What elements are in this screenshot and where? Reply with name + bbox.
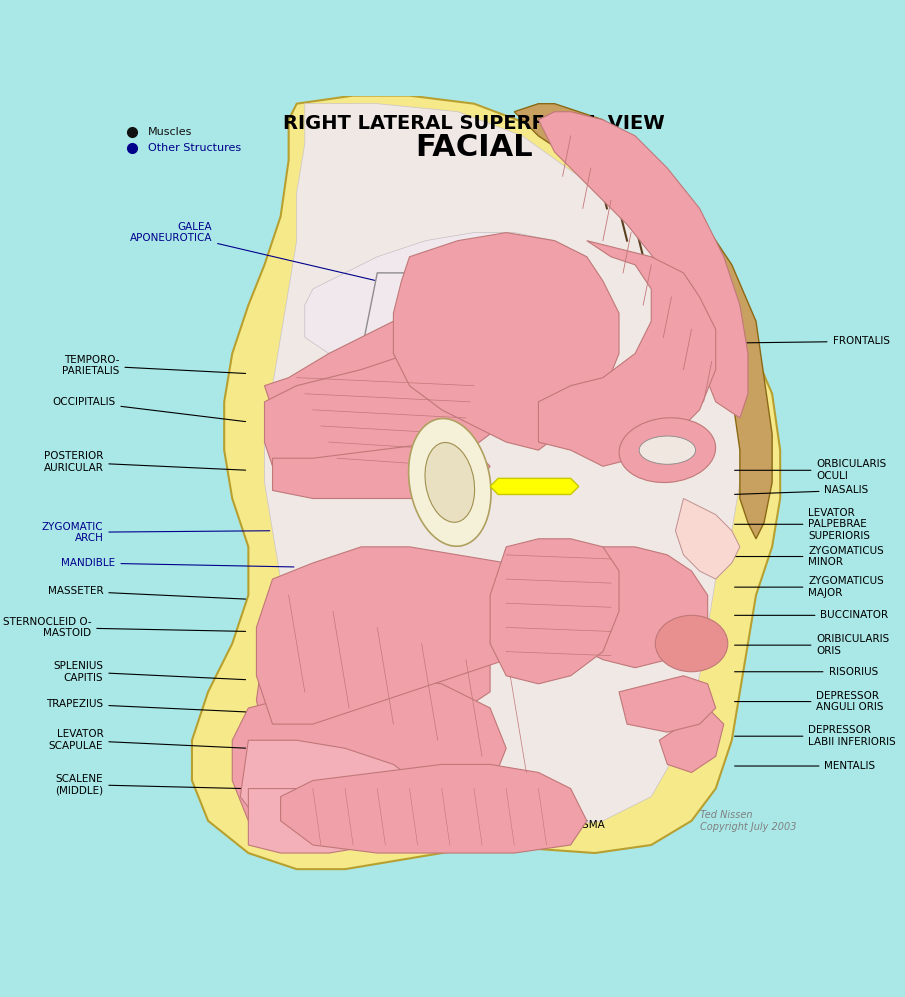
Text: FACIAL: FACIAL: [415, 133, 533, 162]
Text: POSTERIOR
AURICULAR: POSTERIOR AURICULAR: [43, 452, 245, 473]
Text: ZYGOMATICUS
MINOR: ZYGOMATICUS MINOR: [735, 545, 884, 567]
Polygon shape: [305, 232, 586, 354]
Ellipse shape: [619, 418, 716, 483]
Text: SCALENE
(MIDDLE): SCALENE (MIDDLE): [55, 774, 242, 796]
Text: LEVATOR
SCAPULAE: LEVATOR SCAPULAE: [49, 730, 245, 751]
Polygon shape: [248, 104, 740, 836]
Text: ZYGOMATICUS
MAJOR: ZYGOMATICUS MAJOR: [735, 576, 884, 598]
Text: Muscles: Muscles: [148, 127, 192, 137]
Polygon shape: [514, 104, 772, 538]
Text: GALEA
APONEUROTICA: GALEA APONEUROTICA: [129, 221, 375, 280]
Ellipse shape: [655, 615, 728, 672]
Polygon shape: [192, 96, 780, 869]
Text: Other Structures: Other Structures: [148, 143, 241, 153]
Polygon shape: [248, 789, 377, 853]
Polygon shape: [281, 765, 586, 853]
Polygon shape: [491, 479, 578, 495]
Polygon shape: [256, 546, 555, 724]
Polygon shape: [538, 112, 748, 418]
Ellipse shape: [408, 419, 491, 546]
Text: OCCIPITALIS: OCCIPITALIS: [52, 397, 245, 422]
Text: BUCCINATOR: BUCCINATOR: [735, 610, 889, 620]
Polygon shape: [272, 442, 491, 498]
Polygon shape: [241, 740, 425, 829]
Polygon shape: [491, 538, 619, 684]
Text: TEMPORO-
PARIETALIS: TEMPORO- PARIETALIS: [62, 355, 245, 376]
Ellipse shape: [425, 443, 474, 522]
Text: STERNOCLEID O-
MASTOID: STERNOCLEID O- MASTOID: [3, 616, 245, 638]
Text: NASALIS: NASALIS: [735, 486, 869, 496]
Polygon shape: [256, 611, 491, 749]
Text: ORIBICULARIS
ORIS: ORIBICULARIS ORIS: [735, 634, 890, 656]
Polygon shape: [264, 354, 506, 483]
Text: PLATYSMA: PLATYSMA: [525, 818, 605, 830]
Polygon shape: [264, 305, 491, 410]
Text: MANDIBLE: MANDIBLE: [62, 558, 294, 568]
Text: MASSETER: MASSETER: [48, 586, 245, 599]
Text: LEVATOR
PALPEBRAE
SUPERIORIS: LEVATOR PALPEBRAE SUPERIORIS: [735, 507, 871, 541]
Text: TRAPEZIUS: TRAPEZIUS: [46, 699, 245, 712]
Text: DEPRESSOR
ANGULI ORIS: DEPRESSOR ANGULI ORIS: [735, 691, 884, 712]
Text: ZYGOMATIC
ARCH: ZYGOMATIC ARCH: [42, 521, 270, 543]
Ellipse shape: [639, 436, 696, 465]
Text: ORBICULARIS
OCULI: ORBICULARIS OCULI: [735, 460, 887, 482]
Polygon shape: [361, 273, 571, 394]
Text: Ted Nissen
Copyright July 2003: Ted Nissen Copyright July 2003: [700, 810, 796, 831]
Polygon shape: [660, 708, 724, 773]
Polygon shape: [555, 546, 708, 668]
Polygon shape: [675, 498, 740, 579]
Text: RISORIUS: RISORIUS: [735, 667, 878, 677]
Polygon shape: [394, 232, 619, 451]
Polygon shape: [233, 676, 506, 829]
Text: SPLENIUS
CAPITIS: SPLENIUS CAPITIS: [53, 661, 245, 683]
Text: RIGHT LATERAL SUPERFICIAL VIEW: RIGHT LATERAL SUPERFICIAL VIEW: [283, 115, 665, 134]
Polygon shape: [619, 676, 716, 732]
Text: DEPRESSOR
LABII INFERIORIS: DEPRESSOR LABII INFERIORIS: [735, 726, 896, 747]
Text: FRONTALIS: FRONTALIS: [735, 336, 890, 346]
Polygon shape: [538, 240, 716, 467]
Text: MENTALIS: MENTALIS: [735, 761, 876, 771]
